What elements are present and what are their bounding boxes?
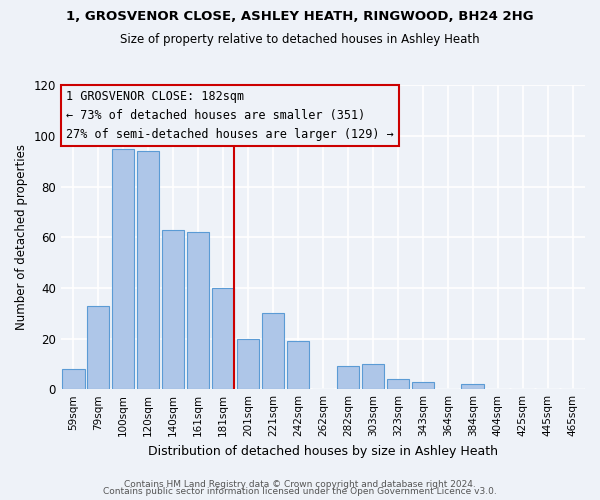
Bar (237, 338, 259, 389)
Bar (162, 230, 184, 389)
Bar (412, 382, 434, 389)
X-axis label: Distribution of detached houses by size in Ashley Heath: Distribution of detached houses by size … (148, 444, 498, 458)
Text: Contains public sector information licensed under the Open Government Licence v3: Contains public sector information licen… (103, 487, 497, 496)
Bar (112, 149, 134, 389)
Y-axis label: Number of detached properties: Number of detached properties (15, 144, 28, 330)
Text: Size of property relative to detached houses in Ashley Heath: Size of property relative to detached ho… (120, 32, 480, 46)
Bar (461, 384, 484, 389)
Bar (386, 379, 409, 389)
Bar (62, 369, 85, 389)
Text: Contains HM Land Registry data © Crown copyright and database right 2024.: Contains HM Land Registry data © Crown c… (124, 480, 476, 489)
Text: 1, GROSVENOR CLOSE, ASHLEY HEATH, RINGWOOD, BH24 2HG: 1, GROSVENOR CLOSE, ASHLEY HEATH, RINGWO… (66, 10, 534, 23)
Bar (287, 341, 309, 389)
Bar (87, 306, 109, 389)
Text: 1 GROSVENOR CLOSE: 182sqm
← 73% of detached houses are smaller (351)
27% of semi: 1 GROSVENOR CLOSE: 182sqm ← 73% of detac… (66, 90, 394, 141)
Bar (187, 232, 209, 389)
Bar (212, 288, 234, 389)
Bar (362, 364, 384, 389)
Bar (262, 314, 284, 389)
Bar (137, 152, 160, 389)
Bar (337, 366, 359, 389)
